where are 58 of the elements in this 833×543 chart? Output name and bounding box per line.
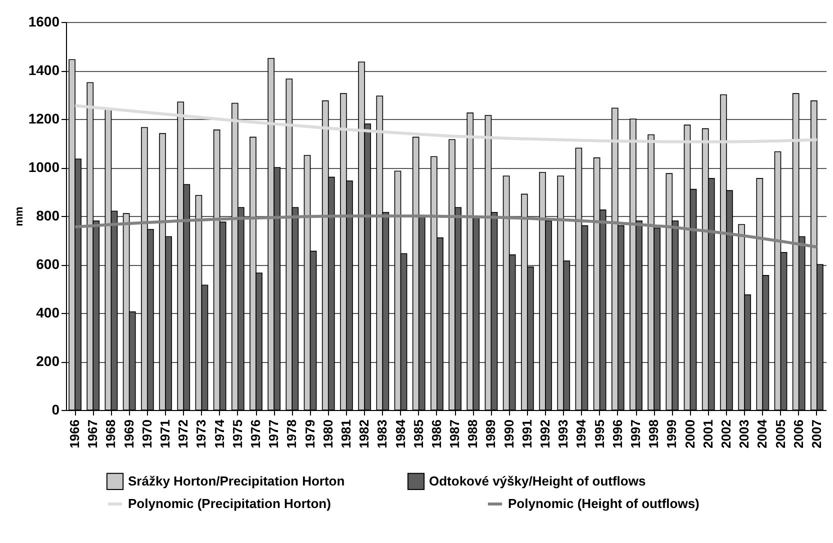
x-tick-label: 1979 <box>302 420 318 448</box>
x-tick-label: 1985 <box>410 420 426 448</box>
x-tick-label: 1980 <box>320 420 336 448</box>
x-tick-label: 1971 <box>158 420 173 448</box>
x-tick-label: 1975 <box>230 420 245 448</box>
line-series <box>74 104 818 144</box>
x-tick-label: 1991 <box>519 420 534 448</box>
x-tick-label: 2006 <box>790 420 806 448</box>
x-tick-label: 1986 <box>428 420 444 448</box>
line-series <box>74 214 818 249</box>
x-tick-label: 1990 <box>501 420 516 448</box>
y-axis-title: mm <box>13 206 26 226</box>
x-tick-label: 1972 <box>176 420 191 448</box>
x-tick-label: 1970 <box>139 420 154 448</box>
x-tick-label: 1993 <box>556 420 571 448</box>
x-tick-label: 1978 <box>284 420 300 448</box>
x-tick-label: 1983 <box>374 420 390 448</box>
y-tick-label: 0 <box>52 402 60 418</box>
x-tick-label: 1973 <box>194 420 209 448</box>
legend-label: Srážky Horton/Precipitation Horton <box>128 473 345 488</box>
legend-label: Polynomic (Precipitation Horton) <box>128 496 331 511</box>
x-tick-label: 1992 <box>538 420 553 448</box>
x-tick-label: 2000 <box>682 420 698 448</box>
x-tick-label: 1981 <box>338 420 354 448</box>
x-tick-label: 1994 <box>574 418 589 448</box>
x-tick-label: 2002 <box>718 420 734 448</box>
y-tick-label: 200 <box>36 353 60 369</box>
x-tick-label: 1976 <box>248 420 263 448</box>
x-tick-label: 2004 <box>754 418 770 448</box>
x-tick-label: 1987 <box>447 420 462 448</box>
x-tick-label: 2007 <box>808 420 824 448</box>
x-tick-label: 1984 <box>392 418 408 448</box>
y-tick-label: 1000 <box>28 159 60 175</box>
x-tick-label: 1968 <box>103 420 118 448</box>
x-tick-label: 1988 <box>465 420 480 448</box>
x-tick-label: 2003 <box>736 420 752 448</box>
x-tick-label: 1974 <box>212 418 227 448</box>
x-tick-label: 1996 <box>610 420 625 448</box>
x-tick-label: 1969 <box>121 420 136 448</box>
y-tick-label: 600 <box>36 256 60 272</box>
y-tick-label: 800 <box>36 208 60 224</box>
legend-label: Odtokové výšky/Height of outflows <box>429 473 646 488</box>
x-tick-label: 1967 <box>85 420 100 448</box>
x-tick-label: 2001 <box>700 420 716 448</box>
x-tick-label: 1998 <box>646 420 662 448</box>
x-tick-label: 2005 <box>772 420 788 448</box>
x-tick-label: 1995 <box>592 420 607 448</box>
x-tick-label: 1989 <box>483 420 498 448</box>
x-tick-label: 1997 <box>628 420 643 448</box>
y-tick-label: 400 <box>36 304 60 320</box>
x-tick-label: 1999 <box>664 420 680 448</box>
legend-label: Polynomic (Height of outflows) <box>508 496 700 511</box>
x-tick-label: 1966 <box>67 420 82 448</box>
y-tick-label: 1400 <box>28 62 60 78</box>
x-tick-label: 1977 <box>266 420 282 448</box>
y-tick-label: 1600 <box>28 14 60 30</box>
y-tick-label: 1200 <box>28 110 60 126</box>
x-tick-label: 1982 <box>356 420 372 448</box>
